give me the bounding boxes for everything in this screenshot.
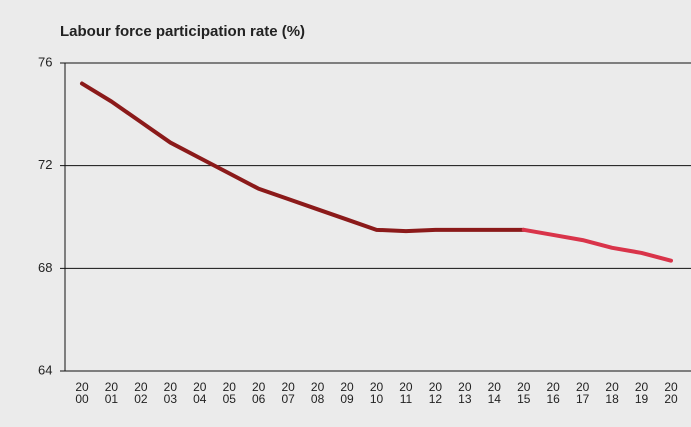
y-tick-label: 72: [38, 157, 52, 172]
y-tick-label: 76: [38, 54, 52, 69]
x-tick-label: 2004: [193, 380, 207, 406]
x-tick-label: 2009: [340, 380, 354, 406]
line: [80, 81, 526, 234]
x-tick-label: 2008: [310, 380, 325, 406]
x-tick-label: 2013: [458, 380, 472, 406]
x-tick-label: 2019: [634, 380, 649, 406]
x-tick-label: 2000: [75, 380, 89, 406]
x-tick-label: 2010: [369, 380, 384, 406]
line: [521, 227, 673, 263]
x-tick-label: 2007: [281, 380, 295, 406]
x-tick-label: 2002: [134, 380, 148, 406]
x-tick-label: 2001: [104, 380, 119, 406]
y-tick-label: 64: [38, 362, 52, 377]
x-tick-label: 2005: [222, 380, 236, 406]
x-tick-label: 2011: [399, 380, 413, 406]
x-tick-label: 2015: [517, 380, 531, 406]
x-tick-label: 2003: [163, 380, 178, 406]
x-tick-label: 2020: [664, 380, 678, 406]
x-tick-label: 2018: [605, 380, 619, 406]
x-tick-label: 2016: [546, 380, 560, 406]
y-tick-label: 68: [38, 260, 52, 275]
x-tick-label: 2006: [252, 380, 266, 406]
x-tick-label: 2012: [428, 380, 443, 406]
chart-title: Labour force participation rate (%): [60, 23, 305, 40]
x-tick-label: 2014: [487, 380, 501, 406]
x-tick-label: 2017: [575, 380, 590, 406]
